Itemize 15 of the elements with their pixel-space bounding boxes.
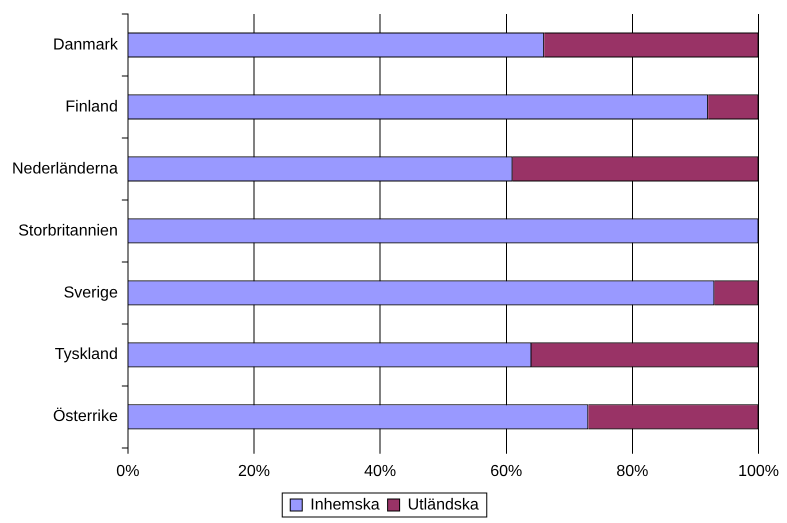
y-tick-label: Sverige <box>64 284 118 302</box>
x-tick-label: 20% <box>238 462 270 480</box>
x-tick-label: 40% <box>364 462 396 480</box>
y-tick-label: Danmark <box>52 36 119 54</box>
x-tick-label: 100% <box>738 462 779 480</box>
y-tick-label: Finland <box>65 98 118 116</box>
x-tick-label: 80% <box>616 462 648 480</box>
y-tick-label: Nederländerna <box>12 160 118 178</box>
legend-label: Utländska <box>408 496 479 514</box>
y-tick-label: Tyskland <box>54 346 118 364</box>
y-tick-label: Österrike <box>52 407 118 426</box>
x-tick-label: 60% <box>490 462 522 480</box>
y-tick-label: Storbritannien <box>18 222 118 240</box>
legend-label: Inhemska <box>310 496 380 514</box>
x-tick-label: 0% <box>116 462 140 480</box>
